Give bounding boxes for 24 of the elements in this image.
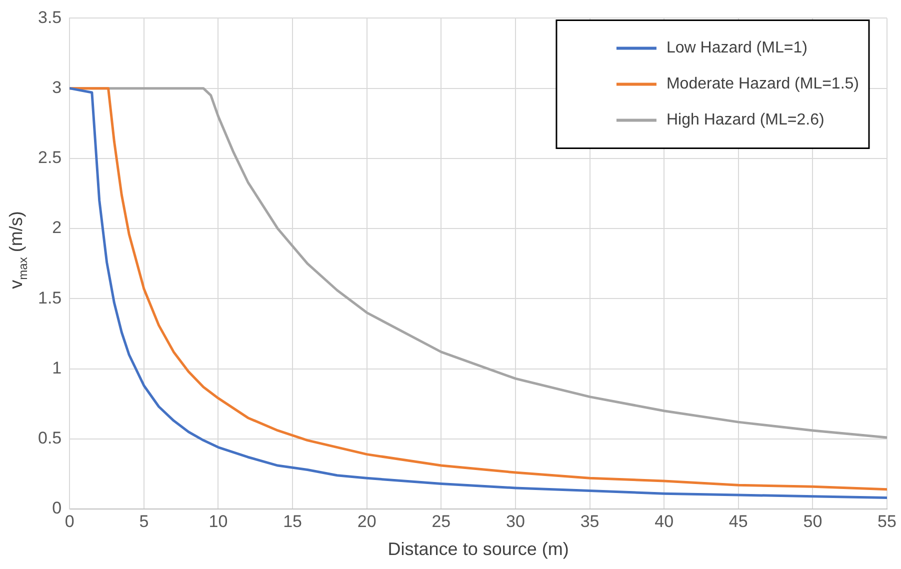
x-tick-label: 0	[64, 512, 74, 531]
y-tick-label: 2.5	[38, 148, 62, 168]
x-axis-title: Distance to source (m)	[388, 539, 569, 560]
x-tick-label: 10	[208, 512, 228, 531]
y-tick-label: 3.5	[38, 8, 62, 27]
x-tick-label: 50	[803, 512, 822, 531]
legend-label: Low Hazard (ML=1)	[666, 40, 808, 57]
y-tick-label: 3	[52, 78, 62, 97]
y-tick-label: 1	[52, 358, 62, 378]
x-tick-label: 30	[506, 512, 525, 531]
y-tick-label: 0.5	[38, 428, 62, 448]
x-tick-label: 25	[432, 512, 451, 531]
y-tick-label: 1.5	[38, 288, 62, 308]
x-tick-label: 45	[728, 512, 748, 531]
x-tick-label: 15	[283, 512, 302, 531]
x-tick-label: 5	[139, 512, 149, 531]
y-tick-label: 0	[52, 498, 62, 518]
y-tick-label: 2	[52, 218, 62, 238]
legend-label: Moderate Hazard (ML=1.5)	[666, 76, 859, 93]
x-tick-label: 35	[580, 512, 600, 531]
x-tick-label: 55	[878, 512, 896, 531]
legend-label: High Hazard (ML=2.6)	[666, 112, 824, 129]
x-tick-label: 40	[654, 512, 674, 531]
x-tick-label: 20	[357, 512, 376, 531]
